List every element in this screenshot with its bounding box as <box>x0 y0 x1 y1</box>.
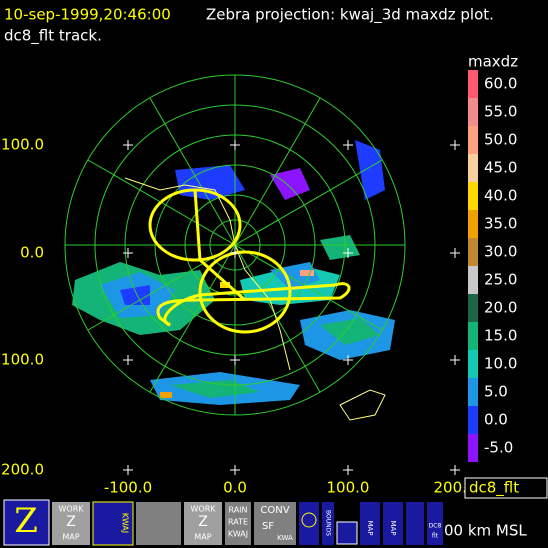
bounds-button[interactable] <box>322 502 334 545</box>
altitude-label: 00 km MSL <box>444 522 527 540</box>
colorbar-band <box>468 98 478 126</box>
button-text: RAIN <box>228 506 247 515</box>
button-text: MAP <box>366 520 374 535</box>
button-text: flt <box>432 533 439 540</box>
rain-rate-button[interactable] <box>225 502 251 545</box>
colorbar-band <box>468 406 478 434</box>
zebra-button[interactable] <box>3 499 50 546</box>
x-axis-label: -100.0 <box>104 479 152 497</box>
button-text: KWA <box>277 534 293 542</box>
colorbar-label: 10.0 <box>484 355 517 373</box>
colorbar-band <box>468 322 478 350</box>
grid-crosses <box>123 140 460 475</box>
toolbar: Z WORK Z MAP KWAJ WORK Z MAP RAIN RATE K… <box>3 499 443 546</box>
colorbar-label: 0.0 <box>484 411 508 429</box>
y-axis-label: 100.0 <box>1 136 44 154</box>
colorbar-label: 40.0 <box>484 187 517 205</box>
button-text: DC8 <box>429 523 442 530</box>
button-text: RATE <box>228 518 248 527</box>
ring-button[interactable] <box>299 502 319 545</box>
button-text: BOUNDS <box>325 510 332 536</box>
colorbar-band <box>468 294 478 322</box>
button-text: MAP <box>62 533 79 542</box>
colorbar-title: maxdz <box>468 53 518 71</box>
button-text: KWAJ <box>228 530 248 539</box>
ring-icon <box>301 512 317 528</box>
button-text: MAP <box>389 520 397 535</box>
colorbar-band <box>468 154 478 182</box>
colorbar: 60.0 55.0 50.0 45.0 40.0 35.0 30.0 25.0 20.0 15.0… <box>468 70 517 462</box>
colorbar-band <box>468 210 478 238</box>
grid-button[interactable] <box>336 521 358 545</box>
button-text: Z <box>198 514 208 530</box>
map-button[interactable] <box>360 502 380 545</box>
button-text: WORK <box>58 505 84 514</box>
button-text: CONV <box>260 505 289 516</box>
colorbar-band <box>468 182 478 210</box>
colorbar-band <box>468 378 478 406</box>
map-overlay <box>124 177 386 421</box>
colorbar-label: 60.0 <box>484 75 517 93</box>
loop-button[interactable] <box>406 502 424 545</box>
colorbar-label: 25.0 <box>484 271 517 289</box>
dc8-button[interactable] <box>427 502 443 545</box>
colorbar-band <box>468 434 478 462</box>
map-button[interactable] <box>383 502 403 545</box>
colorbar-label: 45.0 <box>484 159 517 177</box>
y-axis-label: 100.0 <box>1 351 44 369</box>
colorbar-band <box>468 70 478 98</box>
work-z-map-button[interactable] <box>184 502 222 545</box>
button-text: SF <box>262 521 274 532</box>
button-text: WORK <box>190 505 216 514</box>
colorbar-label: 35.0 <box>484 215 517 233</box>
radar-echoes <box>72 140 395 405</box>
y-axis-labels: 100.0 0.0 100.0 200.0 <box>1 136 44 479</box>
colorbar-band <box>468 238 478 266</box>
colorbar-label: 20.0 <box>484 299 517 317</box>
y-axis-label: 0.0 <box>20 244 44 262</box>
x-axis-label: 0.0 <box>223 479 247 497</box>
legend-track[interactable]: dc8_flt <box>469 479 519 498</box>
colorbar-label: 5.0 <box>484 383 508 401</box>
subtitle: dc8_flt track. <box>4 27 102 46</box>
colorbar-label: -5.0 <box>484 439 513 457</box>
legend-box <box>464 477 548 499</box>
button-text: KWAJ <box>121 513 130 533</box>
colorbar-label: 50.0 <box>484 131 517 149</box>
colorbar-label: 15.0 <box>484 327 517 345</box>
colorbar-band <box>468 350 478 378</box>
colorbar-label: 30.0 <box>484 243 517 261</box>
colorbar-band <box>468 126 478 154</box>
zebra-logo: Z <box>14 501 38 541</box>
radar-button[interactable] <box>136 502 181 545</box>
button-text: MAP <box>194 533 211 542</box>
colorbar-label: 55.0 <box>484 103 517 121</box>
button-text: Z <box>66 514 76 530</box>
x-axis-label: 100.0 <box>327 479 370 497</box>
colorbar-band <box>468 266 478 294</box>
kwaj-button[interactable] <box>92 501 134 546</box>
flight-track <box>148 188 351 334</box>
work-z-map-button[interactable] <box>52 502 90 545</box>
conv-button[interactable] <box>254 502 296 545</box>
y-axis-label: 200.0 <box>1 461 44 479</box>
timestamp: 10-sep-1999,20:46:00 <box>4 6 171 24</box>
title: Zebra projection: kwaj_3d maxdz plot. <box>206 6 494 25</box>
x-axis-labels: -100.0 0.0 100.0 200.0 <box>104 479 477 497</box>
